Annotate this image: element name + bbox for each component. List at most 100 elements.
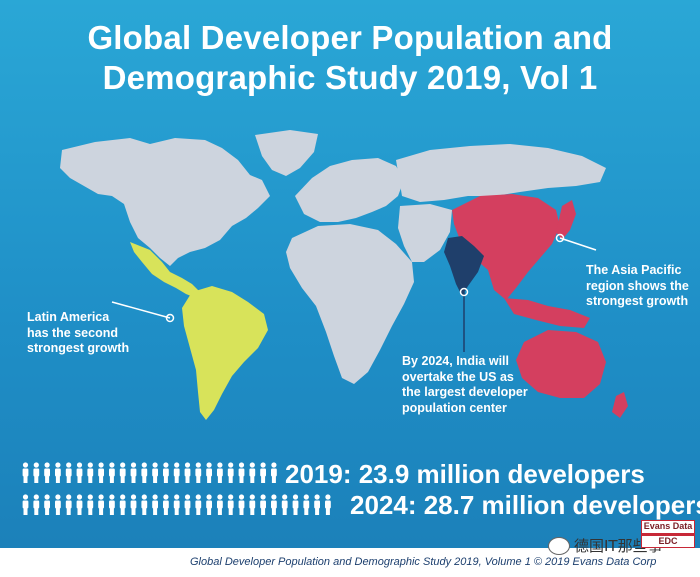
person-icon [195, 462, 202, 483]
person-icon [173, 462, 180, 483]
person-icon [184, 462, 191, 483]
watermark-text: 德国IT那些事 [574, 537, 663, 555]
person-icon [44, 462, 50, 483]
middle-east-landmass [398, 204, 452, 262]
footer-credit: Global Developer Population and Demograp… [190, 556, 657, 568]
person-icon [292, 494, 299, 515]
callout-line: Latin America [27, 310, 110, 324]
person-icon [271, 494, 277, 515]
person-icon [33, 462, 40, 483]
person-icon [227, 462, 234, 483]
asia-pacific-leader [559, 237, 597, 251]
japan-landmass [556, 200, 576, 240]
callout-line: the largest developer [402, 385, 528, 399]
callout-line: region shows the [586, 278, 689, 293]
title-line-2: Demographic Study 2019, Vol 1 [102, 59, 598, 96]
southeast-asia-islands [504, 298, 590, 328]
watermark: 德国IT那些事 [548, 533, 678, 559]
person-icon [260, 462, 266, 483]
person-icon [65, 494, 72, 515]
person-icon [65, 462, 72, 483]
person-icon [76, 462, 83, 483]
asia-pacific-region [452, 194, 560, 300]
person-icon [130, 494, 137, 515]
person-icon [98, 462, 104, 483]
person-icon [260, 494, 266, 515]
india-callout: By 2024, India will overtake the US as t… [402, 354, 528, 416]
person-icon [119, 462, 126, 483]
person-icon [55, 494, 61, 515]
logo-rule [642, 533, 694, 536]
person-icon [152, 462, 158, 483]
people-row-2019 [22, 462, 277, 483]
wechat-icon [548, 537, 570, 555]
person-icon [87, 494, 94, 515]
africa-landmass [286, 224, 414, 384]
person-icon [33, 494, 40, 515]
callout-line: The Asia Pacific [586, 263, 682, 277]
person-icon [130, 462, 137, 483]
person-icon [44, 494, 50, 515]
person-icon [281, 494, 288, 515]
india-marker [459, 287, 469, 297]
callout-line: overtake the US as [402, 369, 514, 384]
person-icon [109, 494, 115, 515]
footer-bar: Global Developer Population and Demograp… [0, 548, 700, 577]
australia-region [516, 330, 606, 398]
person-icon [76, 494, 83, 515]
person-icon [98, 494, 104, 515]
stat-2019: 2019: 23.9 million developers [285, 459, 645, 489]
central-america-landmass [130, 242, 200, 298]
person-icon [271, 462, 277, 483]
page-title: Global Developer Population and Demograp… [0, 18, 700, 98]
person-icon [303, 494, 310, 515]
person-icon [141, 494, 148, 515]
person-icon [227, 494, 234, 515]
callout-line: By 2024, India will [402, 354, 509, 368]
person-icon [173, 494, 180, 515]
person-icon [109, 462, 115, 483]
new-zealand-landmass [612, 392, 628, 418]
person-icon [22, 462, 29, 483]
asia-pacific-marker [555, 233, 565, 243]
person-icon [325, 494, 331, 515]
russia-landmass [396, 144, 606, 202]
person-icon [206, 462, 212, 483]
person-icon [238, 494, 245, 515]
logo-line-1: Evans Data [643, 521, 693, 531]
latin-america-marker [165, 313, 175, 323]
latin-america-leader [111, 301, 171, 319]
callout-line: strongest growth [586, 294, 689, 308]
south-america-landmass [182, 286, 268, 420]
europe-landmass [295, 158, 404, 222]
person-icon [119, 494, 126, 515]
north-america-landmass [60, 138, 270, 266]
title-line-1: Global Developer Population and [87, 19, 613, 56]
person-icon [206, 494, 212, 515]
person-icon [152, 494, 158, 515]
person-icon [314, 494, 320, 515]
person-icon [195, 494, 202, 515]
callout-line: has the second [27, 325, 118, 340]
asia-pacific-callout: The Asia Pacific region shows the strong… [586, 263, 689, 310]
people-row-2024 [22, 494, 331, 515]
person-icon [217, 494, 223, 515]
person-icon [249, 494, 256, 515]
person-icon [87, 462, 94, 483]
evans-data-logo: Evans Data EDC [641, 520, 695, 548]
latin-america-callout: Latin America has the second strongest g… [27, 310, 129, 357]
greenland-landmass [255, 130, 318, 176]
person-icon [141, 462, 148, 483]
person-icon [217, 462, 223, 483]
callout-line: strongest growth [27, 341, 130, 355]
person-icon [184, 494, 191, 515]
person-icon [55, 462, 61, 483]
stat-2024: 2024: 28.7 million developers [350, 490, 700, 520]
logo-line-2: EDC [658, 536, 678, 546]
person-icon [163, 494, 169, 515]
person-icon [249, 462, 256, 483]
person-icon [163, 462, 169, 483]
person-icon [238, 462, 245, 483]
